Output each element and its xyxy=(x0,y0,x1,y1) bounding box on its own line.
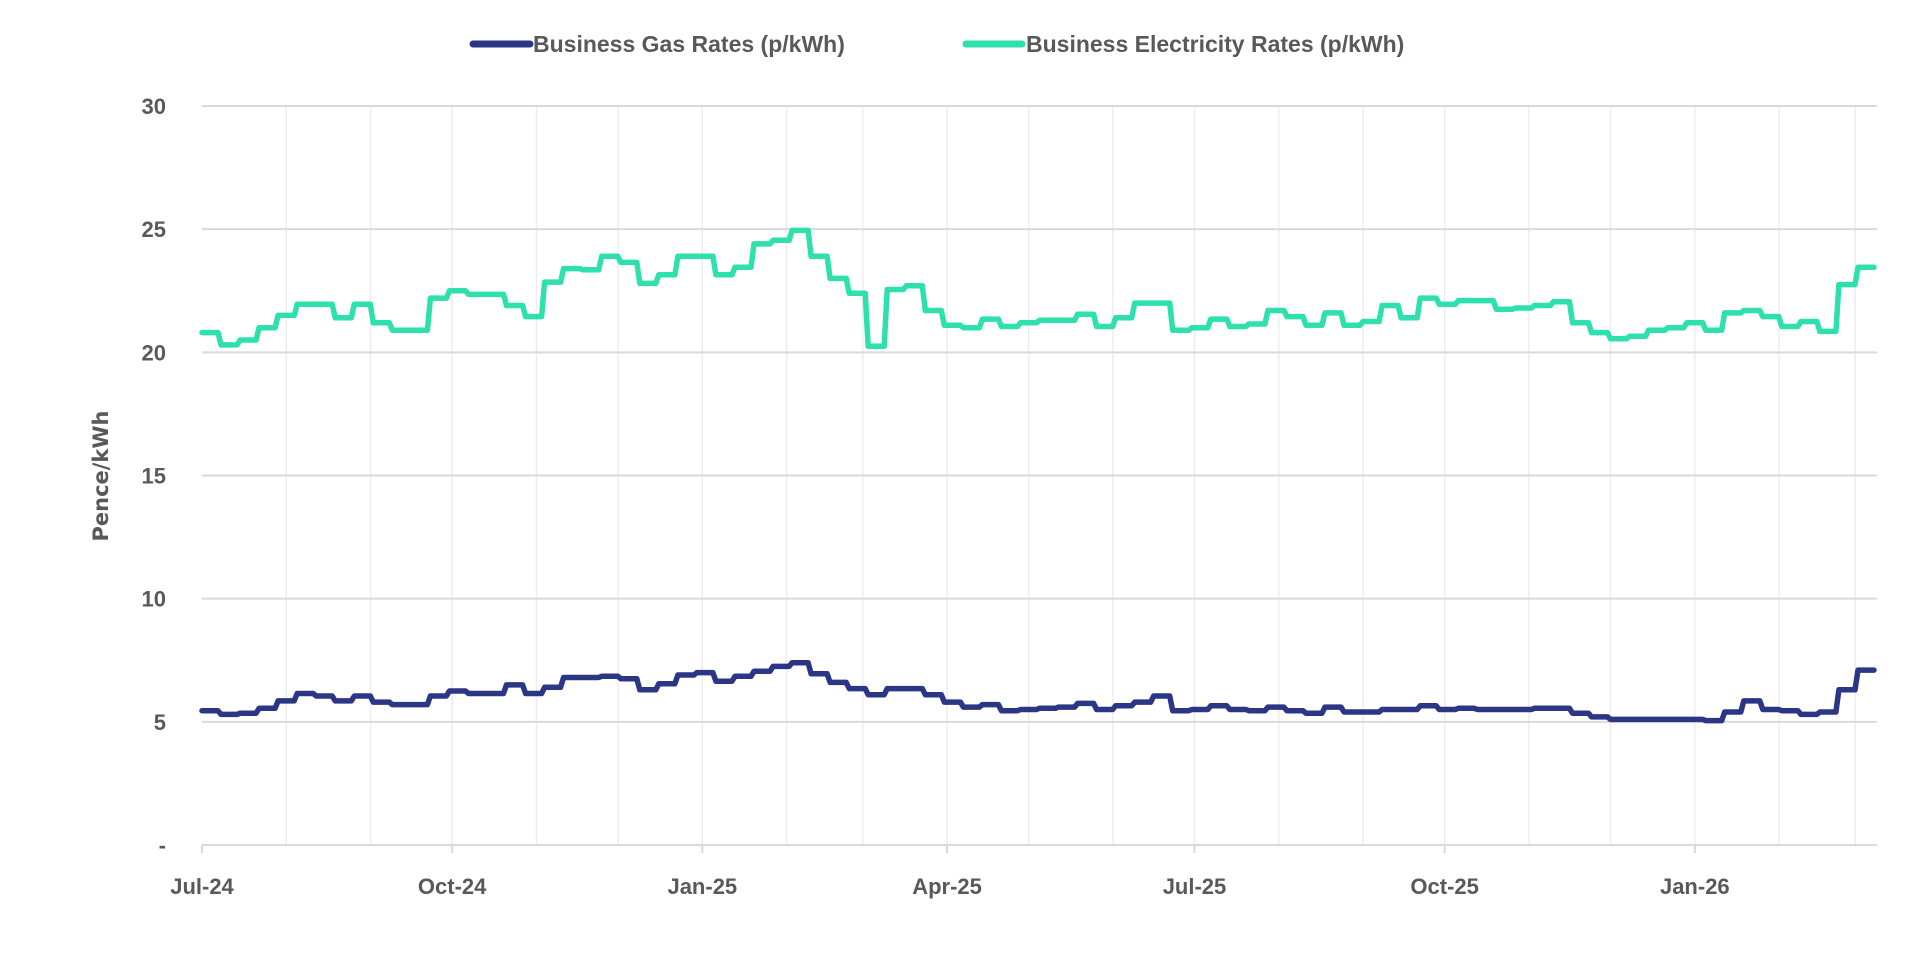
y-tick-label: 25 xyxy=(142,217,166,242)
x-tick-label: Jul-24 xyxy=(170,874,234,899)
y-tick-label: - xyxy=(159,833,166,858)
y-tick-label: 5 xyxy=(154,710,166,735)
horizontal-gridlines xyxy=(202,105,1877,846)
series-lines xyxy=(199,227,1877,724)
x-tick-label: Oct-25 xyxy=(1410,874,1478,899)
y-tick-label: 15 xyxy=(142,464,166,489)
y-tick-label: 30 xyxy=(142,94,166,119)
x-tick-label: Apr-25 xyxy=(912,874,982,899)
x-axis-tick-labels: Jul-24 Oct-24 Jan-25 Apr-25 Jul-25 Oct-25 Jan-… xyxy=(170,845,1730,899)
y-axis-tick-labels: - 5 10 15 20 25 30 xyxy=(142,94,166,858)
y-tick-label: 10 xyxy=(142,587,166,612)
x-tick-label: Jan-26 xyxy=(1660,874,1730,899)
y-axis-label: Pence/kWh xyxy=(89,410,113,541)
y-tick-label: 20 xyxy=(142,340,166,365)
legend-label-electricity: Business Electricity Rates (p/kWh) xyxy=(1026,31,1404,57)
x-tick-label: Jul-25 xyxy=(1163,874,1227,899)
legend: Business Gas Rates (p/kWh) Business Elec… xyxy=(469,31,1404,57)
series-line-electricity xyxy=(199,227,1877,349)
series-line-gas xyxy=(199,659,1877,724)
legend-item-electricity[interactable]: Business Electricity Rates (p/kWh) xyxy=(962,31,1404,57)
legend-label-gas: Business Gas Rates (p/kWh) xyxy=(533,31,845,57)
x-tick-label: Jan-25 xyxy=(667,874,737,899)
x-tick-label: Oct-24 xyxy=(418,874,487,899)
legend-item-gas[interactable]: Business Gas Rates (p/kWh) xyxy=(469,31,845,57)
